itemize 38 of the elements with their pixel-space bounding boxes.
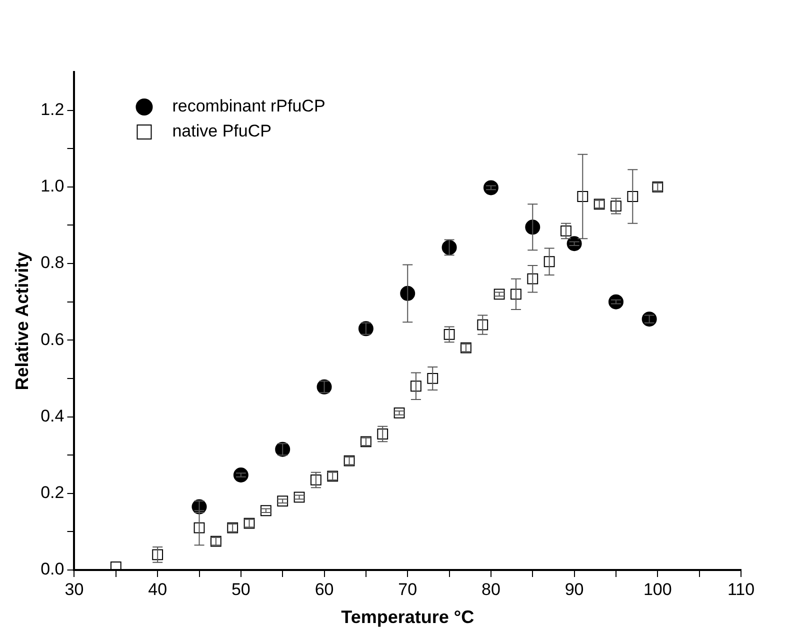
y-tick-label: 1.2 <box>40 100 64 119</box>
point <box>260 505 272 516</box>
y-tick-label: 0.8 <box>40 253 64 272</box>
point <box>527 273 538 284</box>
point <box>194 522 205 534</box>
point <box>627 191 638 202</box>
point <box>410 380 422 392</box>
x-tick-label: 90 <box>564 580 584 599</box>
point <box>427 373 438 384</box>
y-axis-title: Relative Activity <box>12 252 32 390</box>
point <box>110 561 122 570</box>
x-tick-label: 60 <box>314 580 334 599</box>
point <box>277 496 288 506</box>
x-tick-label: 30 <box>64 580 84 599</box>
x-tick-label: 70 <box>398 580 418 599</box>
point <box>394 407 405 418</box>
point <box>294 492 305 503</box>
legend-label: recombinant rPfuCP <box>172 96 326 116</box>
x-tick-label: 40 <box>148 580 168 599</box>
legend-label: native PfuCP <box>172 122 272 141</box>
x-tick-label: 110 <box>727 580 755 599</box>
x-axis-title: Temperature °C <box>341 607 474 628</box>
point <box>477 319 488 330</box>
text: 0.0 <box>40 560 64 579</box>
point <box>525 220 540 235</box>
y-tick-label: 1.0 <box>40 176 64 196</box>
x-tick-label: 80 <box>482 580 500 599</box>
point <box>577 191 588 202</box>
point <box>510 288 522 300</box>
point <box>544 256 555 268</box>
x-tick-label: 100 <box>643 580 672 599</box>
y-tick-label: 0.2 <box>40 483 64 502</box>
point <box>400 286 416 301</box>
point <box>494 288 505 300</box>
y-tick-label: 0.4 <box>40 406 64 426</box>
y-tick-label: 0.6 <box>40 330 64 349</box>
point <box>642 312 657 327</box>
x-tick-label: 50 <box>231 580 250 599</box>
